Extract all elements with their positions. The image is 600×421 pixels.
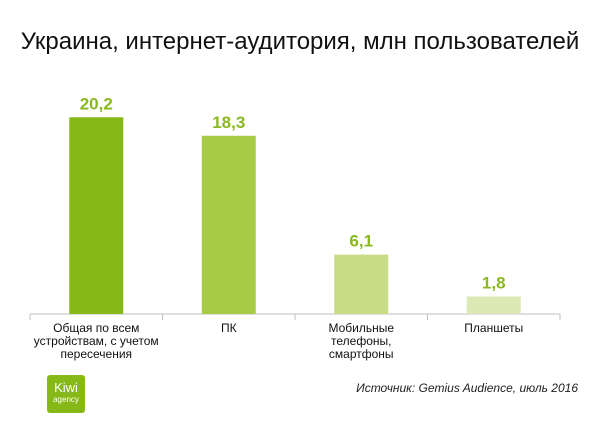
logo-text-agency: agency (53, 395, 79, 404)
bar-1 (69, 117, 124, 314)
data-label-1: 20,2 (80, 94, 113, 113)
category-label-line: пересечения (60, 347, 132, 361)
category-label-line: Общая по всем (53, 321, 139, 335)
category-label-line: телефоны, (331, 334, 391, 348)
chart-title: Украина, интернет-аудитория, млн пользов… (20, 28, 580, 55)
data-label-2: 18,3 (212, 113, 245, 132)
bar-2 (201, 135, 256, 314)
category-label-2: ПК (221, 321, 237, 335)
category-label-4: Планшеты (464, 321, 523, 335)
category-label-line: Мобильные (328, 321, 394, 335)
category-label-1: Общая по всем устройствам, с учетом пересе… (34, 321, 159, 361)
source-note: Источник: Gemius Audience, июль 2016 (356, 381, 578, 395)
category-label-line: ПК (221, 321, 237, 335)
bar-4 (466, 296, 521, 314)
data-label-4: 1,8 (482, 273, 506, 292)
category-label-line: смартфоны (329, 347, 394, 361)
category-label-line: Планшеты (464, 321, 523, 335)
category-label-line: устройствам, с учетом (34, 334, 159, 348)
category-label-3: Мобильные телефоны, смартфоны (328, 321, 394, 361)
logo-text-kiwi: Kiwi (54, 380, 78, 395)
kiwi-agency-logo: Kiwi agency (47, 375, 85, 413)
bar-3 (334, 254, 389, 314)
data-label-3: 6,1 (349, 232, 373, 251)
